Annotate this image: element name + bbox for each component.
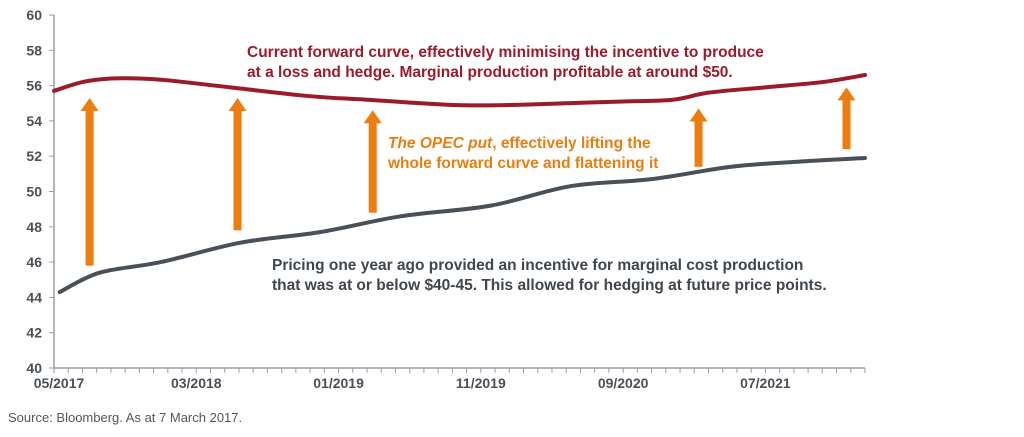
year-ago-curve-line bbox=[57, 155, 867, 295]
arrow-up-icon bbox=[837, 87, 856, 101]
annotation-line: , effectively lifting the bbox=[492, 135, 651, 152]
y-tick-label: 52 bbox=[26, 148, 42, 164]
arrow-shaft bbox=[842, 99, 851, 150]
x-tick-label: 03/2018 bbox=[171, 375, 222, 391]
annotation-opec-put: The OPEC put, effectively lifting the wh… bbox=[388, 134, 658, 174]
x-tick-label: 07/2021 bbox=[740, 375, 791, 391]
y-tick-label: 48 bbox=[26, 219, 42, 235]
arrow-up-icon bbox=[363, 110, 382, 124]
y-tick-label: 44 bbox=[26, 289, 42, 305]
arrow-up-icon bbox=[228, 97, 247, 111]
x-tick-label: 09/2020 bbox=[598, 375, 649, 391]
annotation-line: whole forward curve and flattening it bbox=[388, 155, 659, 172]
y-tick-label: 56 bbox=[26, 78, 42, 94]
current-forward-curve-line bbox=[52, 73, 867, 108]
arrow-shaft bbox=[368, 122, 377, 213]
annotation-line: that was at or below $40-45. This allowe… bbox=[272, 277, 827, 294]
y-tick-label: 42 bbox=[26, 325, 42, 341]
annotation-line: Pricing one year ago provided an incenti… bbox=[272, 257, 804, 274]
x-tick-label: 01/2019 bbox=[313, 375, 364, 391]
arrow-up-icon bbox=[80, 97, 99, 111]
y-tick-label: 50 bbox=[26, 184, 42, 200]
y-tick-label: 60 bbox=[26, 7, 42, 23]
arrow-shaft bbox=[694, 120, 703, 167]
annotation-current-curve: Current forward curve, effectively minim… bbox=[247, 43, 764, 83]
annotation-line: at a loss and hedge. Marginal production… bbox=[247, 64, 733, 81]
y-tick-label: 58 bbox=[26, 42, 42, 58]
y-tick-label: 54 bbox=[26, 113, 42, 129]
source-note: Source: Bloomberg. As at 7 March 2017. bbox=[8, 410, 243, 425]
y-tick-label: 40 bbox=[26, 360, 42, 376]
y-tick-label: 46 bbox=[26, 254, 42, 270]
x-tick-label: 11/2019 bbox=[456, 375, 506, 391]
x-tick-label: 05/2017 bbox=[34, 375, 85, 391]
annotation-year-ago: Pricing one year ago provided an incenti… bbox=[272, 256, 827, 296]
arrow-shaft bbox=[85, 109, 94, 266]
arrow-up-icon bbox=[689, 108, 708, 122]
arrow-shaft bbox=[233, 109, 242, 231]
annotation-line: Current forward curve, effectively minim… bbox=[247, 44, 764, 61]
annotation-emphasis: The OPEC put bbox=[388, 135, 493, 152]
